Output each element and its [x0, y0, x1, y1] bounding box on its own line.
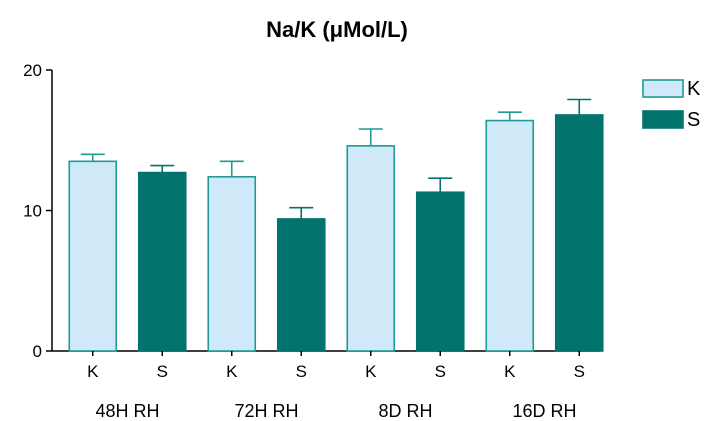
y-tick-label: 20	[23, 61, 42, 80]
x-tick-label: K	[365, 362, 377, 381]
group-label: 16D RH	[512, 401, 576, 421]
y-tick-label: 0	[33, 342, 42, 361]
y-tick-label: 10	[23, 202, 42, 221]
chart-title: Na/K (μMol/L)	[266, 17, 408, 42]
x-tick-label: S	[574, 362, 585, 381]
bar-k	[346, 145, 396, 352]
legend-label-k: K	[687, 78, 701, 100]
x-tick-label: K	[87, 362, 99, 381]
legend-swatch-k	[642, 79, 684, 98]
bar-k	[485, 119, 535, 352]
x-tick-label: K	[504, 362, 516, 381]
bar-s	[554, 114, 604, 352]
bar-s	[137, 171, 187, 352]
x-tick-label: S	[296, 362, 307, 381]
plot-area: 0 10 20 K S 48H RH K S 72H RH K S 8D RH K S 16D RH	[23, 61, 604, 421]
group-label: 8D RH	[378, 401, 432, 421]
x-tick-label: S	[435, 362, 446, 381]
bar-s	[276, 218, 326, 352]
x-tick-label: S	[157, 362, 168, 381]
bar-k	[207, 175, 257, 352]
group-label: 72H RH	[234, 401, 298, 421]
x-tick-label: K	[226, 362, 238, 381]
legend-swatch-s	[642, 110, 684, 129]
bar-k	[68, 160, 118, 352]
group-label: 48H RH	[95, 401, 159, 421]
legend: KS	[642, 78, 701, 131]
bar-s	[415, 191, 465, 352]
legend-label-s: S	[687, 109, 700, 131]
